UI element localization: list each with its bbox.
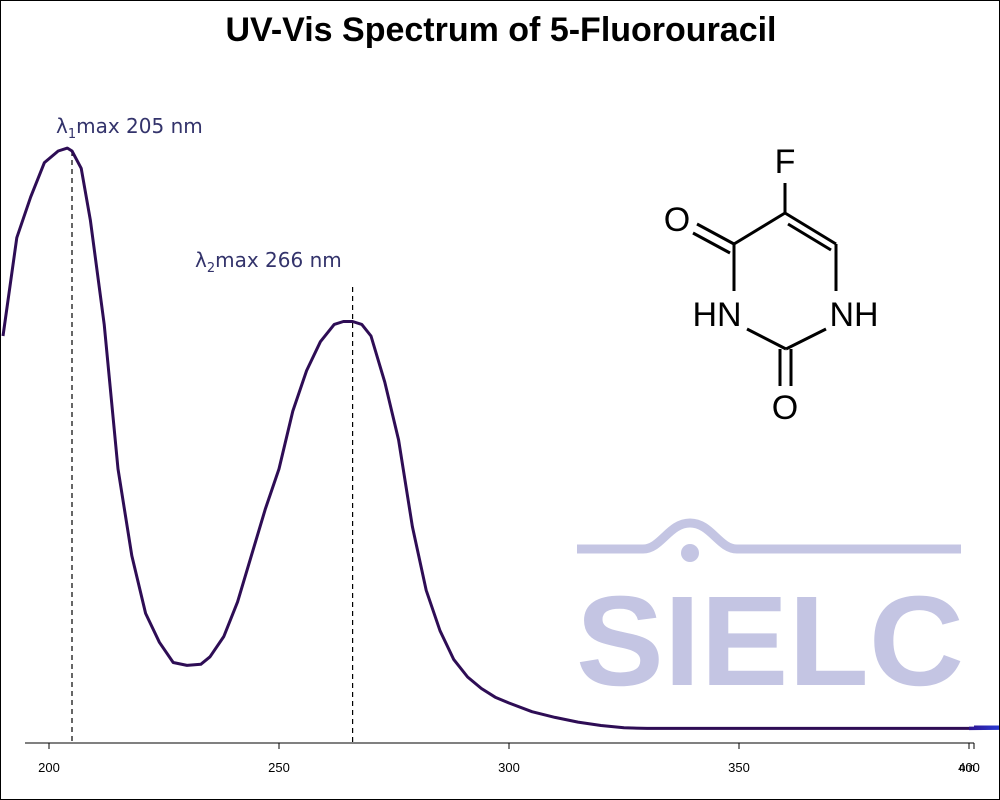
atom-nh-right: NH [829,296,878,334]
bond-n1-c2 [785,327,827,351]
peak-label-2: λ2max 266 nm [195,248,342,276]
bond-c2-n3 [746,327,787,351]
peak-label-value: max 205 nm [76,114,203,138]
bond-c5-c6 [784,211,837,246]
x-axis-unit-label: nm [959,762,974,774]
bond-c4-o-b [692,231,731,255]
spectrum-line [1,146,969,730]
x-tick-label-300: 300 [498,760,520,775]
chart-title: UV-Vis Spectrum of 5-Fluorouracil [225,11,777,49]
peak-label-subscript: 1 [68,127,76,142]
watermark-dot [681,544,699,562]
bond-c4-o-a [696,222,735,246]
atom-o-bottom: O [772,389,798,427]
molecule-structure [692,183,838,386]
sielc-watermark: SIELC [576,518,964,713]
peak-label-lambda: λ [195,248,207,272]
atom-o-top: O [664,201,690,239]
peak-label-lambda: λ [56,114,68,138]
spectrum-line-visible [968,725,999,731]
bond-c4-c5 [733,211,786,246]
x-tick-label-400: 400 [958,760,980,775]
atom-hn-left: HN [692,296,741,334]
peak-label-1: λ1max 205 nm [56,114,203,142]
x-axis-ticks: 200250300350400450500550 [38,743,980,775]
atom-f: F [775,143,796,181]
x-tick-label-200: 200 [38,760,60,775]
watermark-swoosh [577,518,961,554]
peak-label-value: max 266 nm [215,248,342,272]
x-tick-label-250: 250 [268,760,290,775]
x-tick-label-350: 350 [728,760,750,775]
watermark-text: SIELC [576,570,964,713]
peak-label-subscript: 2 [207,261,215,276]
bond-c5-c6-double [787,222,832,252]
